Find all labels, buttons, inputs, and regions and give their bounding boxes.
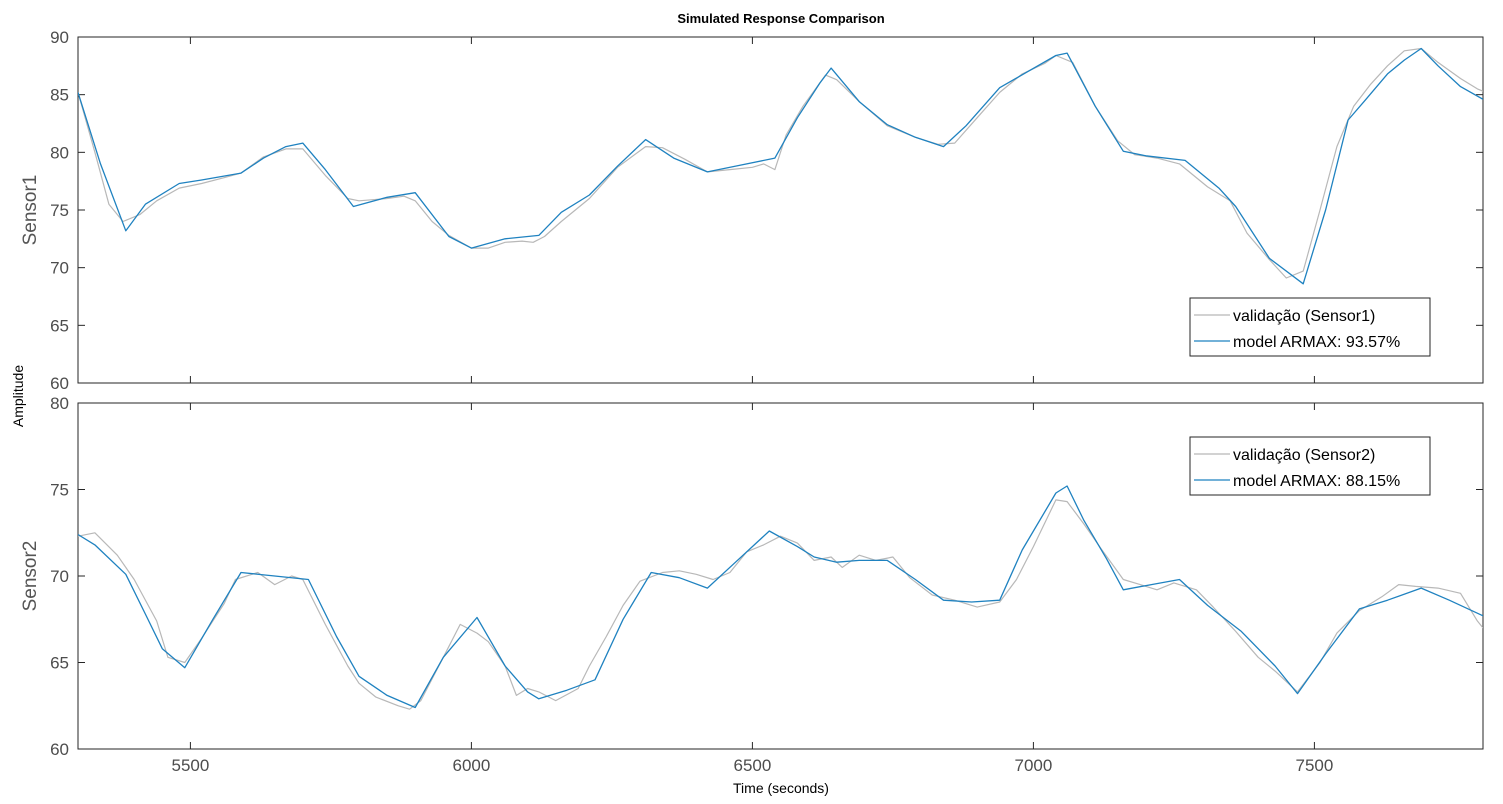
- x-tick-label: 7500: [1295, 756, 1333, 775]
- chart-title: Simulated Response Comparison: [677, 11, 884, 26]
- panel-sensor1: 60 65 70 75 80 85 90 Sensor1 validação (Sensor1)…: [20, 28, 1484, 393]
- legend-label-validation: validação (Sensor1): [1233, 308, 1375, 325]
- series-line-model: [78, 485, 1483, 709]
- panel-y-label: Sensor2: [20, 541, 41, 612]
- series-line-validation: [78, 47, 1483, 279]
- legend-box: [1189, 436, 1431, 496]
- legend-label-validation: validação (Sensor2): [1233, 447, 1375, 464]
- x-tick-label: 6000: [452, 756, 490, 775]
- series-line-model: [78, 47, 1483, 285]
- legend: validação (Sensor1) model ARMAX: 93.57%: [1189, 297, 1431, 357]
- legend-label-model: model ARMAX: 88.15%: [1233, 473, 1400, 490]
- y-axis-label: Amplitude: [10, 365, 26, 427]
- x-tick-label: 6500: [733, 756, 771, 775]
- y-tick-label: 70: [50, 567, 69, 586]
- y-tick-label: 85: [50, 86, 69, 105]
- y-tick-label: 70: [50, 259, 69, 278]
- y-tick-label: 60: [50, 740, 69, 759]
- panel-sensor2: 60 65 70 75 80 5500 6000 6500 7000 7500 Sensor2 val…: [20, 394, 1484, 775]
- y-tick-label: 80: [50, 394, 69, 413]
- y-tick-label: 80: [50, 143, 69, 162]
- y-tick-label: 60: [50, 374, 69, 393]
- y-tick-label: 65: [50, 654, 69, 673]
- x-axis-label: Time (seconds): [733, 780, 829, 796]
- y-tick-label: 90: [50, 28, 69, 47]
- y-tick-label: 75: [50, 481, 69, 500]
- plot-area: 60 65 70 75 80 85 90 Sensor1 validação (Sensor1)…: [20, 28, 1484, 775]
- y-tick-label: 65: [50, 316, 69, 335]
- panel-y-label: Sensor1: [20, 175, 41, 246]
- y-tick-label: 75: [50, 201, 69, 220]
- x-tick-label: 5500: [171, 756, 209, 775]
- legend: validação (Sensor2) model ARMAX: 88.15%: [1189, 436, 1431, 496]
- legend-box: [1189, 297, 1431, 357]
- legend-label-model: model ARMAX: 93.57%: [1233, 334, 1400, 351]
- x-tick-label: 7000: [1014, 756, 1052, 775]
